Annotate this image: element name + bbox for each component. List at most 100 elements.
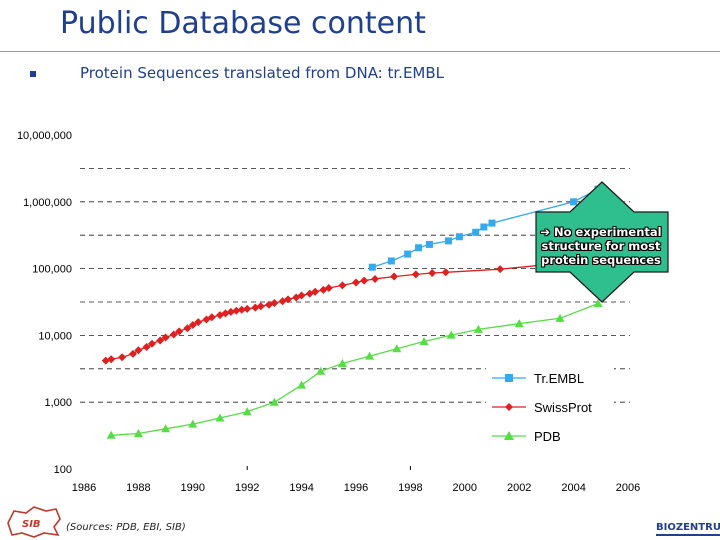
data-point	[215, 413, 225, 422]
data-point	[156, 336, 165, 345]
data-point	[428, 268, 437, 277]
data-point	[188, 419, 198, 428]
title-divider	[0, 51, 720, 52]
data-point	[415, 244, 423, 252]
data-point	[593, 299, 603, 308]
data-point	[390, 272, 399, 281]
x-tick-label: 1996	[344, 482, 368, 494]
data-point	[297, 291, 306, 300]
data-point	[188, 321, 197, 330]
sources-note: (Sources: PDB, EBI, SIB)	[66, 522, 186, 533]
data-point	[455, 233, 463, 241]
sib-logo-icon: SIB	[7, 506, 61, 538]
data-point	[441, 268, 450, 277]
data-point	[514, 319, 524, 328]
data-point	[387, 257, 395, 265]
data-point	[243, 304, 252, 313]
data-point	[297, 380, 307, 389]
data-point	[472, 228, 480, 236]
bullet-text: Protein Sequences translated from DNA: t…	[80, 64, 445, 82]
data-point	[404, 250, 412, 258]
y-tick-label: 100	[54, 464, 72, 476]
data-point	[316, 366, 326, 375]
legend-label: Tr.EMBL	[534, 371, 584, 386]
y-tick-label: 100,000	[32, 264, 72, 276]
data-point	[142, 343, 151, 352]
data-point	[337, 358, 347, 367]
legend-marker	[504, 431, 514, 440]
callout-shape	[535, 181, 669, 303]
legend-label: SwissProt	[534, 400, 592, 415]
x-tick-label: 1992	[235, 482, 259, 494]
series-line	[111, 302, 599, 436]
data-point	[311, 287, 320, 296]
data-point	[237, 305, 246, 314]
data-point	[161, 424, 171, 433]
data-point	[161, 333, 170, 342]
data-point	[360, 276, 369, 285]
x-tick-label: 1988	[126, 482, 150, 494]
data-point	[352, 278, 360, 287]
data-point	[446, 330, 456, 339]
x-tick-label: 1998	[398, 482, 422, 494]
data-point	[175, 327, 184, 336]
callout-arrow	[535, 181, 669, 303]
legend: Tr.EMBL SwissProt PDB	[486, 364, 614, 452]
data-point	[194, 318, 203, 327]
data-point	[368, 263, 376, 271]
series-pdb	[106, 299, 603, 439]
data-point	[242, 407, 252, 416]
data-point	[148, 339, 156, 348]
x-tick-label: 2002	[507, 482, 531, 494]
x-tick-label: 2004	[561, 482, 585, 494]
data-point	[226, 307, 235, 316]
x-tick-label: 1994	[289, 482, 313, 494]
legend-label: PDB	[534, 429, 561, 444]
data-point	[496, 265, 505, 274]
axis-tick-labels: 100 1,000 10,000 100,000 1,000,000 10,000,000…	[17, 130, 640, 494]
series-swissprot	[101, 249, 603, 365]
data-point	[128, 349, 137, 358]
y-tick-label: 1,000	[44, 397, 72, 409]
legend-marker	[505, 374, 513, 382]
data-point	[473, 324, 483, 333]
x-tick-label: 2006	[616, 482, 640, 494]
data-point	[392, 344, 402, 353]
data-point	[338, 281, 347, 290]
data-point	[107, 355, 116, 364]
data-point	[488, 219, 496, 227]
data-point	[256, 302, 265, 311]
data-point	[411, 270, 420, 279]
x-tick-label: 1990	[181, 482, 205, 494]
bullet-square-icon	[30, 71, 36, 77]
data-point	[232, 306, 241, 315]
y-tick-label: 10,000,000	[17, 130, 72, 142]
data-point	[133, 428, 143, 437]
data-point	[570, 198, 578, 206]
callout-text: ➔ No experimental structure for most pro…	[540, 225, 662, 267]
data-point	[118, 353, 127, 362]
data-point	[371, 274, 380, 283]
data-point	[555, 313, 565, 322]
slide-title: Public Database content	[60, 6, 426, 41]
data-point	[365, 351, 375, 360]
data-point	[284, 295, 292, 304]
x-tick-label: 1986	[72, 482, 96, 494]
data-point	[444, 237, 452, 245]
data-point	[419, 337, 429, 346]
y-tick-label: 10,000	[38, 330, 72, 342]
data-point	[134, 346, 143, 355]
series-line	[105, 252, 599, 362]
data-point	[480, 223, 488, 231]
sib-logo-text: SIB	[22, 519, 41, 530]
data-point	[169, 330, 178, 339]
y-tick-label: 1,000,000	[23, 197, 72, 209]
data-point	[101, 356, 110, 365]
data-point	[106, 430, 116, 439]
data-point	[269, 397, 279, 406]
data-point	[207, 313, 216, 322]
data-point	[270, 299, 279, 308]
legend-marker	[505, 403, 513, 411]
grid-lines	[80, 167, 630, 403]
